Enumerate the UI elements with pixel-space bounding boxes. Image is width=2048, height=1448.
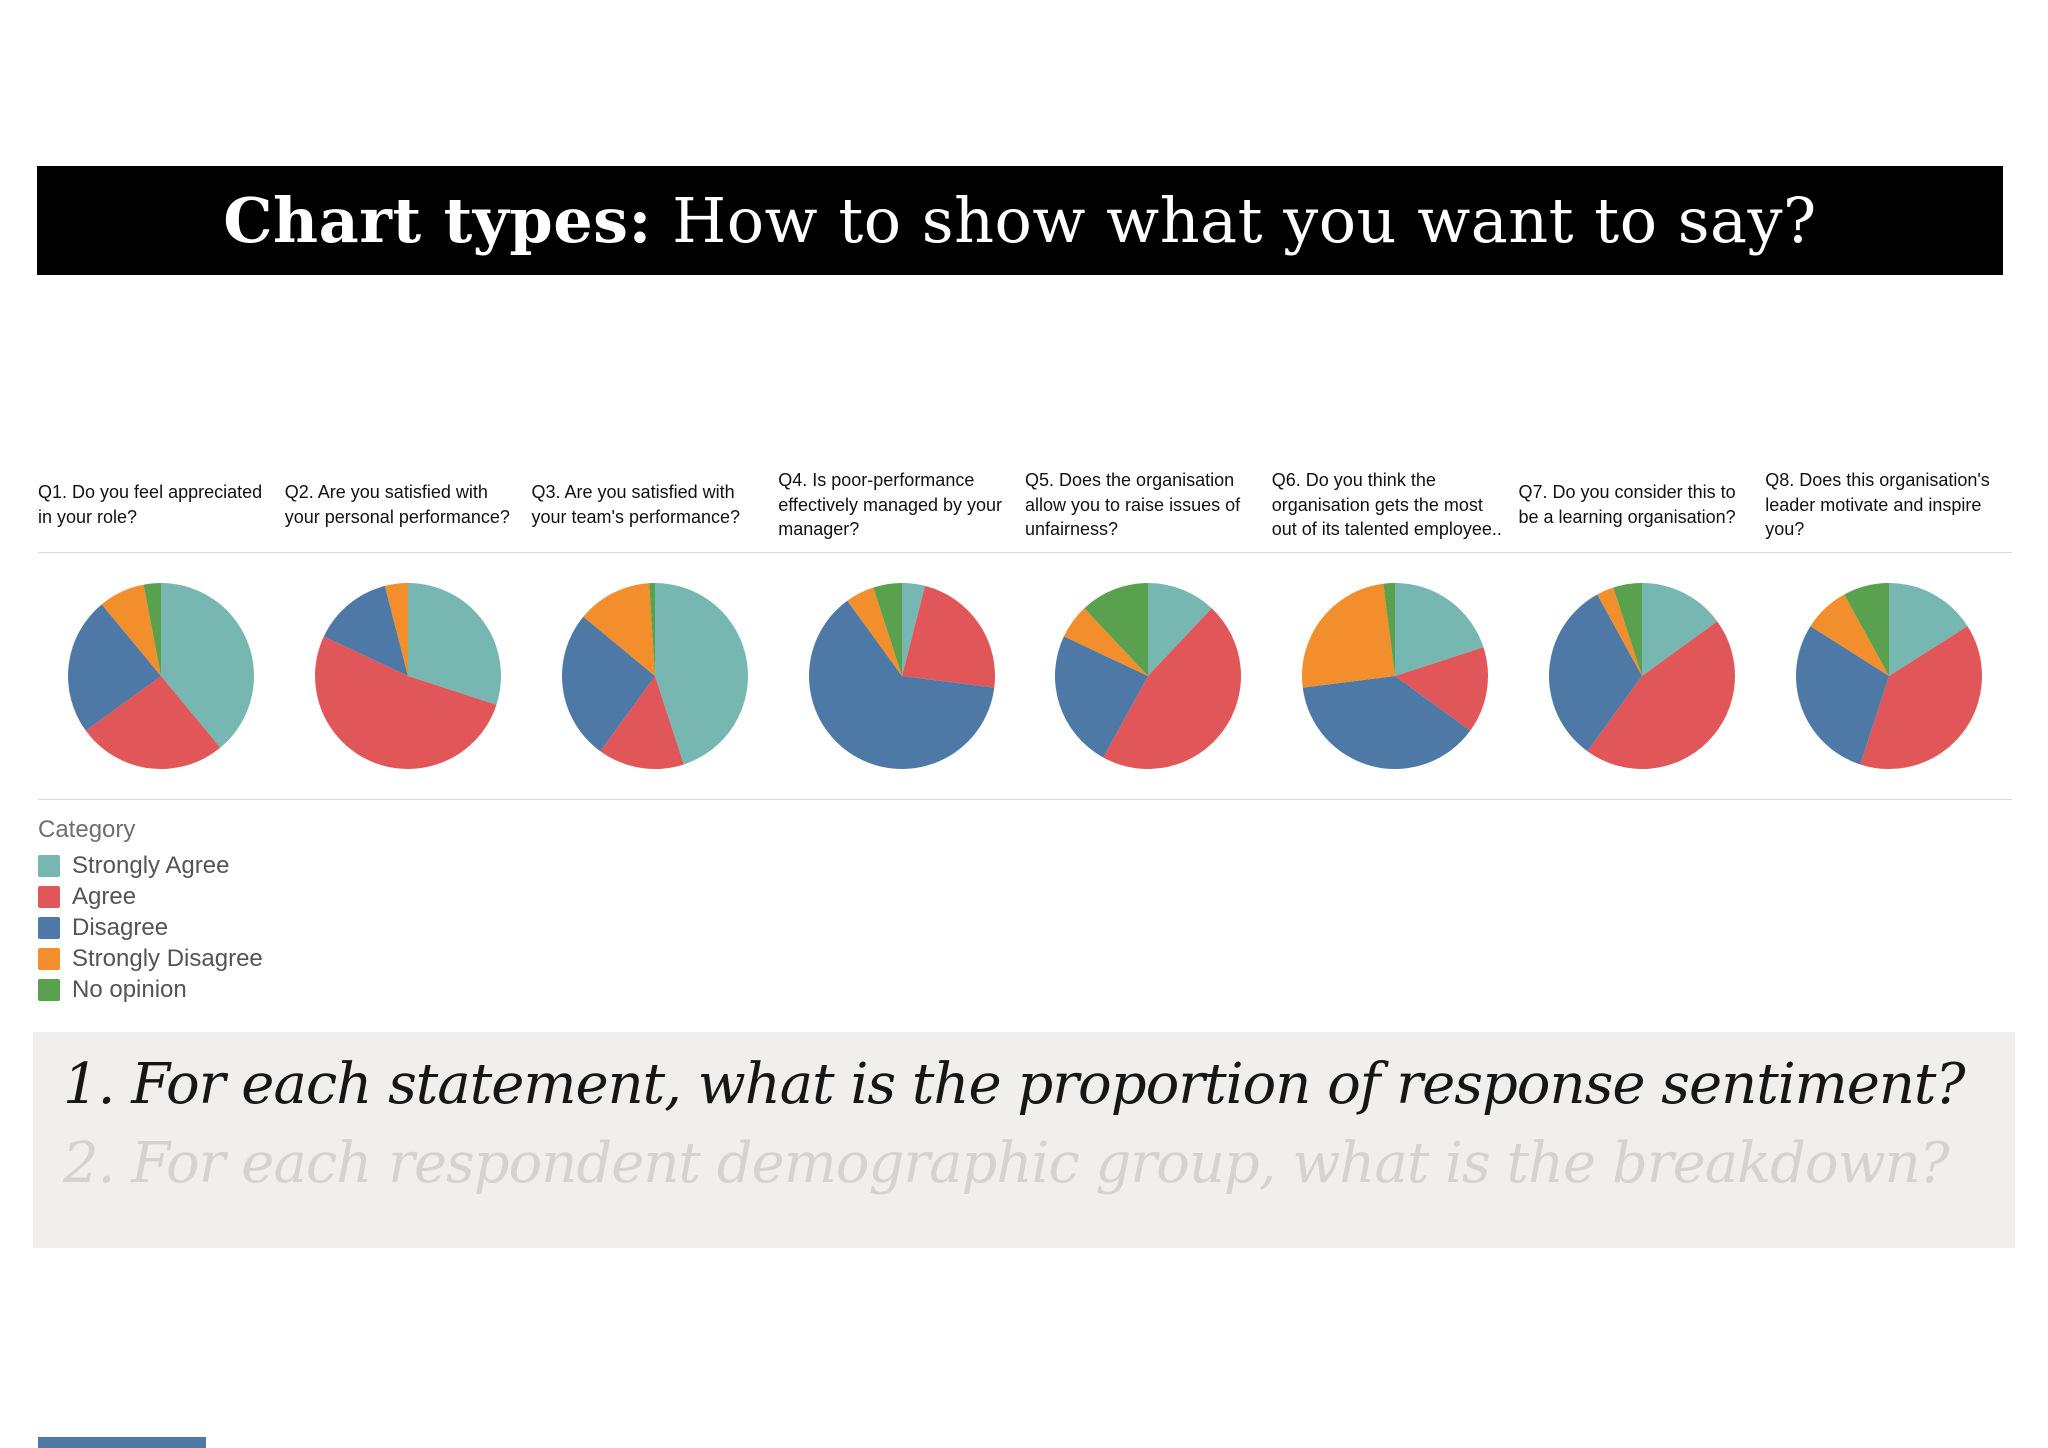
pie-cell-q4 (778, 553, 1025, 799)
pie-slice-q3-disagree[interactable] (561, 616, 655, 752)
pie-cell-q5 (1025, 553, 1272, 799)
question-label-q7: Q7. Do you consider this to be a learnin… (1518, 482, 1736, 527)
page-title-bold: Chart types: (223, 184, 652, 257)
partially-visible-element[interactable] (38, 1437, 206, 1448)
legend-swatch-icon (38, 854, 60, 877)
legend-item-no-opinion[interactable]: No opinion (38, 974, 2012, 1005)
legend-label: Agree (72, 882, 137, 910)
pie-slice-q2-strongly-disagree[interactable] (384, 583, 409, 676)
legend-label: Strongly Agree (72, 851, 230, 879)
question-label-q2: Q2. Are you satisfied with your personal… (284, 482, 510, 527)
title-banner: Chart types: How to show what you want t… (37, 166, 2003, 275)
pie-slice-q2-strongly-agree[interactable] (408, 583, 502, 705)
prompt-line-active: 1. For each statement, what is the propo… (63, 1052, 1965, 1117)
pie-slice-q6-strongly-agree[interactable] (1395, 583, 1484, 676)
divider-bottom (38, 799, 2012, 800)
pie-slice-q3-strongly-agree[interactable] (654, 583, 748, 765)
pie-slice-q8-no-opinion[interactable] (1843, 583, 1889, 676)
legend-items: Strongly Agree Agree Disagree Strongly Disa… (38, 850, 2012, 1005)
question-prompt-box: 1. For each statement, what is the propo… (33, 1032, 2015, 1248)
question-label-q5: Q5. Does the organisation allow you to r… (1025, 469, 1241, 540)
pie-chart-q5[interactable] (1053, 581, 1243, 771)
pie-slice-q6-disagree[interactable] (1302, 676, 1471, 770)
charts-section: Q1. Do you feel appreciated in your role… (38, 458, 2012, 1005)
pie-chart-q4[interactable] (807, 581, 997, 771)
pie-chart-q7[interactable] (1547, 581, 1737, 771)
pie-slice-q2-agree[interactable] (315, 636, 497, 769)
pie-slice-q1-no-opinion[interactable] (143, 583, 162, 676)
question-label-q8: Q8. Does this organisation's leader moti… (1765, 469, 1990, 540)
pie-slice-q3-no-opinion[interactable] (649, 583, 655, 676)
divider-top (38, 552, 2012, 553)
pie-slice-q7-disagree[interactable] (1548, 594, 1642, 752)
pie-slice-q6-no-opinion[interactable] (1383, 583, 1396, 676)
question-label-q3: Q3. Are you satisfied with your team's p… (531, 482, 741, 527)
pie-slice-q7-strongly-disagree[interactable] (1597, 587, 1642, 676)
pie-slice-q4-no-opinion[interactable] (872, 583, 902, 676)
pie-cell-q2 (285, 553, 532, 799)
pie-slice-q5-strongly-disagree[interactable] (1064, 608, 1149, 676)
legend-swatch-icon (38, 947, 60, 970)
pie-slice-q7-no-opinion[interactable] (1613, 583, 1642, 676)
pie-slice-q5-no-opinion[interactable] (1084, 583, 1149, 676)
pie-chart-q2[interactable] (313, 581, 503, 771)
pie-slice-q4-strongly-agree[interactable] (901, 583, 925, 676)
pie-cell-q7 (1519, 553, 1766, 799)
legend-item-strongly-agree[interactable]: Strongly Agree (38, 850, 2012, 881)
pie-slice-q7-strongly-agree[interactable] (1641, 583, 1718, 676)
pie-chart-q3[interactable] (560, 581, 750, 771)
legend-label: Disagree (72, 913, 169, 941)
pie-slice-q2-disagree[interactable] (323, 585, 409, 676)
pie-slice-q8-strongly-disagree[interactable] (1810, 594, 1889, 677)
pie-slice-q5-strongly-agree[interactable] (1148, 583, 1213, 676)
pie-slice-q3-strongly-disagree[interactable] (583, 583, 655, 676)
question-label-q1: Q1. Do you feel appreciated in your role… (38, 482, 263, 527)
pie-slice-q1-disagree[interactable] (68, 604, 162, 731)
legend-swatch-icon (38, 978, 60, 1001)
question-label-q6: Q6. Do you think the organisation gets t… (1271, 469, 1502, 540)
pie-chart-q1[interactable] (66, 581, 256, 771)
pie-chart-q8[interactable] (1794, 581, 1984, 771)
legend-title: Category (38, 816, 136, 843)
legend-swatch-icon (38, 885, 60, 908)
legend: Category Strongly Agree Agree Disagree Stro… (38, 816, 2012, 1005)
pie-slice-q3-agree[interactable] (600, 676, 684, 770)
pie-slice-q1-strongly-disagree[interactable] (102, 584, 162, 676)
pie-charts-row (38, 553, 2012, 799)
pie-slice-q7-agree[interactable] (1587, 621, 1735, 769)
pie-chart-q6[interactable] (1300, 581, 1490, 771)
pie-cell-q6 (1272, 553, 1519, 799)
pie-slice-q6-strongly-disagree[interactable] (1302, 583, 1396, 688)
legend-label: Strongly Disagree (72, 944, 263, 972)
pie-cell-q3 (532, 553, 779, 799)
prompt-line-inactive: 2. For each respondent demographic group… (63, 1131, 1950, 1196)
pie-slice-q8-strongly-agree[interactable] (1888, 583, 1968, 676)
pie-slice-q8-disagree[interactable] (1795, 626, 1889, 765)
legend-label: No opinion (72, 975, 187, 1003)
pie-cell-q1 (38, 553, 285, 799)
pie-cell-q8 (1765, 553, 2012, 799)
pie-slice-q4-agree[interactable] (901, 585, 995, 688)
legend-item-disagree[interactable]: Disagree (38, 912, 2012, 943)
pie-slice-q1-agree[interactable] (86, 676, 221, 770)
legend-swatch-icon (38, 916, 60, 939)
pie-slice-q5-disagree[interactable] (1055, 636, 1149, 758)
page-title: Chart types: How to show what you want t… (223, 184, 1817, 257)
question-label-q4: Q4. Is poor-performance effectively mana… (778, 469, 1003, 540)
pie-slice-q8-agree[interactable] (1859, 626, 1982, 770)
pie-slice-q5-agree[interactable] (1103, 608, 1242, 769)
question-labels-row: Q1. Do you feel appreciated in your role… (38, 458, 2012, 552)
legend-item-agree[interactable]: Agree (38, 881, 2012, 912)
pie-slice-q4-disagree[interactable] (808, 600, 994, 769)
pie-slice-q4-strongly-disagree[interactable] (846, 587, 902, 676)
pie-slice-q1-strongly-agree[interactable] (161, 583, 255, 748)
page-title-rest: How to show what you want to say? (651, 184, 1817, 257)
legend-item-strongly-disagree[interactable]: Strongly Disagree (38, 943, 2012, 974)
pie-slice-q6-agree[interactable] (1395, 647, 1489, 731)
